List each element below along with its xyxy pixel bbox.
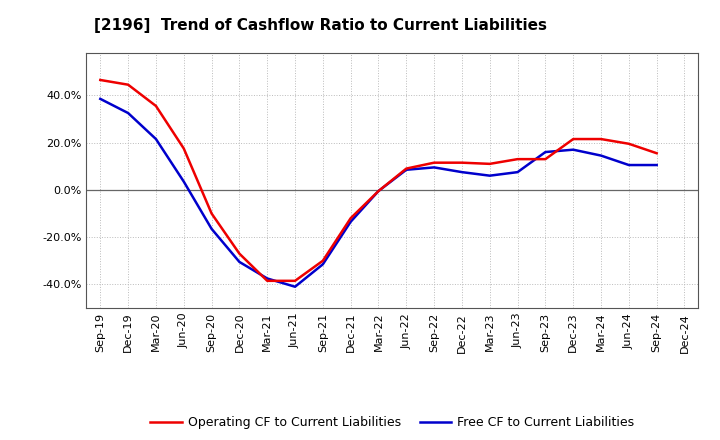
Operating CF to Current Liabilities: [96, 77, 104, 83]
Free CF to Current Liabilities: [430, 165, 438, 170]
Operating CF to Current Liabilities: [402, 166, 410, 171]
Free CF to Current Liabilities: [179, 179, 188, 184]
Free CF to Current Liabilities: [458, 169, 467, 175]
Free CF to Current Liabilities: [402, 167, 410, 172]
Operating CF to Current Liabilities: [374, 188, 383, 194]
Free CF to Current Liabilities: [624, 162, 633, 168]
Operating CF to Current Liabilities: [597, 136, 606, 142]
Free CF to Current Liabilities: [152, 136, 161, 142]
Operating CF to Current Liabilities: [513, 157, 522, 162]
Free CF to Current Liabilities: [96, 96, 104, 102]
Free CF to Current Liabilities: [541, 150, 550, 155]
Operating CF to Current Liabilities: [485, 161, 494, 166]
Free CF to Current Liabilities: [374, 188, 383, 194]
Operating CF to Current Liabilities: [346, 216, 355, 221]
Operating CF to Current Liabilities: [263, 278, 271, 283]
Free CF to Current Liabilities: [346, 219, 355, 224]
Line: Free CF to Current Liabilities: Free CF to Current Liabilities: [100, 99, 657, 287]
Operating CF to Current Liabilities: [624, 141, 633, 147]
Operating CF to Current Liabilities: [318, 258, 327, 264]
Free CF to Current Liabilities: [652, 162, 661, 168]
Operating CF to Current Liabilities: [541, 157, 550, 162]
Free CF to Current Liabilities: [291, 284, 300, 290]
Line: Operating CF to Current Liabilities: Operating CF to Current Liabilities: [100, 80, 657, 281]
Operating CF to Current Liabilities: [652, 150, 661, 156]
Operating CF to Current Liabilities: [179, 146, 188, 151]
Operating CF to Current Liabilities: [458, 160, 467, 165]
Free CF to Current Liabilities: [263, 276, 271, 281]
Free CF to Current Liabilities: [513, 169, 522, 175]
Free CF to Current Liabilities: [207, 226, 216, 231]
Operating CF to Current Liabilities: [152, 103, 161, 109]
Free CF to Current Liabilities: [485, 173, 494, 178]
Operating CF to Current Liabilities: [235, 251, 243, 256]
Free CF to Current Liabilities: [235, 259, 243, 264]
Free CF to Current Liabilities: [124, 110, 132, 116]
Operating CF to Current Liabilities: [430, 160, 438, 165]
Free CF to Current Liabilities: [569, 147, 577, 152]
Operating CF to Current Liabilities: [207, 211, 216, 216]
Legend: Operating CF to Current Liabilities, Free CF to Current Liabilities: Operating CF to Current Liabilities, Fre…: [145, 411, 639, 434]
Free CF to Current Liabilities: [318, 262, 327, 267]
Free CF to Current Liabilities: [597, 153, 606, 158]
Text: [2196]  Trend of Cashflow Ratio to Current Liabilities: [2196] Trend of Cashflow Ratio to Curren…: [94, 18, 546, 33]
Operating CF to Current Liabilities: [291, 278, 300, 283]
Operating CF to Current Liabilities: [124, 82, 132, 87]
Operating CF to Current Liabilities: [569, 136, 577, 142]
